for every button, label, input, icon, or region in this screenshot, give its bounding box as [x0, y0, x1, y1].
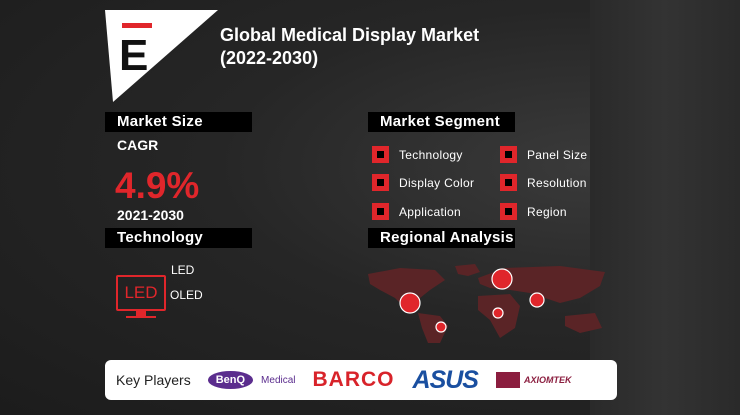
title-line-1: Global Medical Display Market — [220, 25, 480, 45]
segment-label: Panel Size — [527, 147, 588, 162]
segment-label: Region — [527, 204, 567, 219]
segment-resolution: Resolution — [500, 174, 587, 191]
market-segment-heading: Market Segment — [368, 112, 515, 132]
region-marker-asia — [529, 292, 545, 308]
benq-logo: BenQ — [207, 371, 254, 389]
segment-technology: Technology — [372, 146, 463, 163]
asus-logo: ASUS — [412, 365, 479, 394]
bullet-icon — [500, 203, 517, 220]
bullet-icon — [372, 174, 389, 191]
monitor-stand — [136, 311, 146, 316]
key-players-label: Key Players — [116, 372, 191, 388]
cagr-value: 4.9% — [115, 165, 200, 206]
bullet-icon — [372, 203, 389, 220]
region-marker-europe — [491, 268, 513, 290]
world-map — [368, 264, 605, 343]
market-size-heading: Market Size — [105, 112, 252, 132]
bullet-icon — [500, 146, 517, 163]
axiomtek-mark-icon — [495, 372, 520, 388]
region-marker-north-america — [399, 292, 421, 314]
segment-label: Application — [399, 204, 462, 219]
bullet-icon — [500, 174, 517, 191]
segment-panel-size: Panel Size — [500, 146, 587, 163]
technology-heading: Technology — [105, 228, 252, 248]
segment-display-color: Display Color — [372, 174, 474, 191]
cagr-period: 2021-2030 — [117, 207, 184, 223]
segment-label: Technology — [399, 147, 463, 162]
title-line-2: (2022-2030) — [220, 48, 319, 68]
svg-text:E: E — [119, 31, 148, 80]
segment-application: Application — [372, 203, 461, 220]
logo: E — [105, 10, 218, 102]
key-players-bar: Key Players BenQ Medical BARCO ASUS AXIO… — [105, 360, 617, 400]
segment-label: Display Color — [399, 175, 475, 190]
tech-item-oled: OLED — [170, 288, 203, 302]
bullet-icon — [372, 146, 389, 163]
segment-label: Resolution — [527, 175, 587, 190]
led-monitor-icon: LED — [116, 275, 166, 311]
cagr-label: CAGR — [117, 137, 159, 153]
segment-region: Region — [500, 203, 567, 220]
region-marker-africa — [492, 307, 504, 319]
background-monitor — [590, 0, 740, 415]
regional-analysis-heading: Regional Analysis — [368, 228, 515, 248]
axiomtek-logo: AXIOMTEK — [523, 375, 572, 385]
page-title: Global Medical Display Market (2022-2030… — [220, 24, 479, 70]
region-marker-south-america — [435, 321, 447, 333]
benq-medical-logo: Medical — [261, 374, 296, 386]
tech-item-led: LED — [171, 263, 195, 277]
monitor-base — [126, 316, 156, 318]
barco-logo: BARCO — [312, 368, 395, 391]
